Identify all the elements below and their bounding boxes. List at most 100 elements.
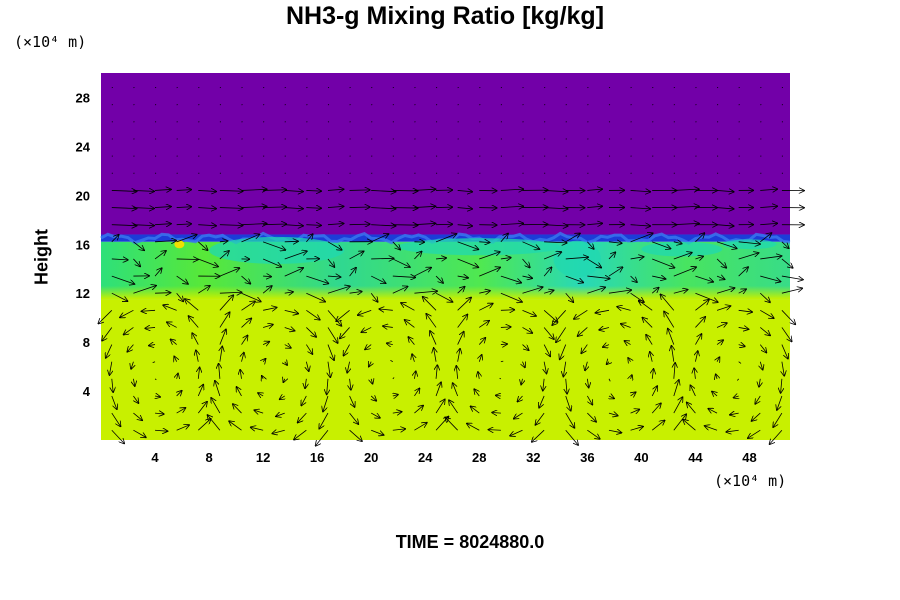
wind-arrow (673, 253, 692, 260)
wind-arrow (263, 307, 276, 310)
wind-arrow (566, 378, 567, 394)
wind-arrow (695, 292, 717, 302)
transition-patch (641, 241, 723, 257)
wind-arrow (643, 318, 653, 328)
wind-arrow (401, 303, 415, 311)
wind-arrow (587, 276, 609, 278)
wind-arrow (111, 190, 137, 191)
wind-arrow (211, 398, 221, 414)
wind-arrow (176, 235, 197, 243)
wind-arrow (652, 369, 653, 379)
wind-arrow (781, 258, 793, 268)
wind-arrow (284, 225, 303, 226)
wind-arrow (522, 344, 529, 351)
x-tick-label: 32 (526, 450, 540, 465)
wind-arrow (263, 325, 273, 328)
wind-arrow (423, 297, 437, 311)
wind-arrow (371, 258, 393, 259)
transition-patch (553, 240, 601, 278)
wind-arrow (198, 368, 199, 379)
wind-arrow (759, 378, 760, 387)
wind-arrow (674, 363, 675, 379)
wind-arrow (449, 400, 458, 414)
wind-arrow (544, 225, 567, 226)
wind-arrow (197, 385, 203, 397)
wind-arrow (306, 208, 321, 209)
wind-arrow (208, 415, 221, 431)
wind-arrow (587, 378, 588, 388)
wind-arrow (111, 412, 121, 426)
wind-arrow (219, 312, 230, 328)
wind-arrow (760, 309, 773, 318)
wind-arrow (414, 389, 419, 397)
wind-arrow (219, 295, 233, 311)
wind-arrow (630, 190, 651, 191)
wind-arrow (284, 190, 303, 191)
wind-arrow (773, 412, 783, 427)
wind-arrow (327, 286, 350, 294)
wind-arrow (98, 310, 113, 323)
x-tick-label: 44 (688, 450, 703, 465)
y-tick-label: 8 (83, 335, 90, 350)
wind-arrow (174, 357, 176, 362)
wind-arrow (316, 429, 329, 445)
wind-arrow (111, 259, 128, 260)
wind-arrow (730, 413, 739, 415)
wind-arrow (556, 327, 567, 342)
x-tick-label: 48 (742, 450, 756, 465)
wind-arrow (565, 395, 571, 411)
wind-arrow (683, 420, 696, 431)
wind-arrow (630, 409, 640, 413)
wind-arrow (585, 361, 587, 371)
wind-arrow (258, 393, 263, 396)
wind-arrow (414, 206, 435, 207)
wind-arrow (695, 256, 703, 259)
wind-arrow (219, 208, 243, 209)
wind-arrow (500, 292, 522, 302)
wind-arrow (284, 241, 298, 242)
wind-arrow (738, 267, 748, 277)
wind-arrow (664, 312, 675, 328)
wind-arrow (284, 345, 291, 348)
wind-arrow (392, 287, 408, 294)
wind-arrow (456, 366, 457, 379)
wind-arrow (435, 292, 452, 302)
wind-arrow (198, 241, 207, 250)
wind-arrow (434, 348, 436, 362)
wind-arrow (496, 395, 501, 396)
wind-arrow (371, 225, 395, 226)
wind-arrow (414, 406, 423, 414)
wind-arrow (240, 370, 241, 379)
wind-arrow (392, 208, 418, 209)
hotspot (174, 240, 185, 249)
wind-arrow (630, 427, 643, 431)
wind-arrow (631, 375, 632, 379)
wind-arrow (479, 252, 499, 260)
wind-arrow (392, 377, 395, 380)
wind-arrow (241, 301, 255, 311)
wind-arrow (189, 316, 199, 328)
wind-arrow (596, 310, 610, 312)
wind-arrow (229, 421, 242, 431)
wind-arrow (457, 208, 472, 209)
transition-patch (722, 239, 777, 250)
wind-arrow (176, 224, 192, 225)
wind-arrow (414, 423, 426, 431)
wind-arrow (109, 361, 111, 375)
wind-arrow (176, 425, 189, 431)
wind-arrow (263, 276, 271, 277)
wind-arrow (500, 206, 523, 207)
wind-arrow (177, 374, 178, 379)
wind-arrow (371, 412, 380, 418)
wind-arrow (241, 275, 251, 284)
wind-arrow (242, 353, 244, 362)
wind-arrow (176, 207, 192, 208)
wind-arrow (500, 223, 523, 224)
wind-arrow (219, 190, 243, 191)
wind-arrow (543, 252, 561, 260)
wind-arrow (781, 310, 795, 324)
field-layer (100, 73, 791, 440)
wind-arrow (630, 292, 644, 302)
mixing-fade (101, 285, 790, 300)
wind-arrow (544, 290, 553, 293)
